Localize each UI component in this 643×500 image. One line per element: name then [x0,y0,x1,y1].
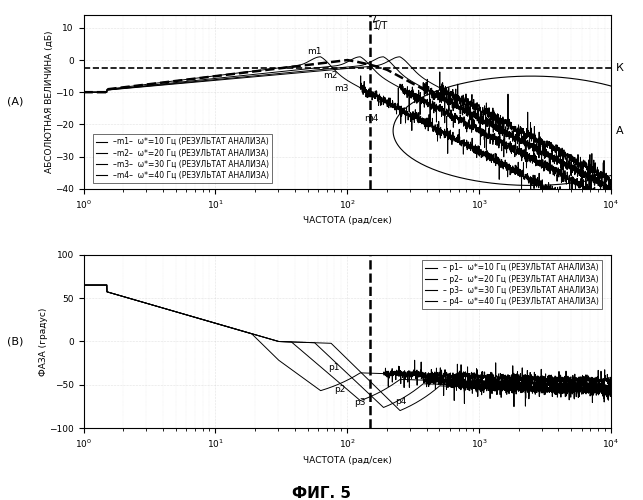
Text: m2: m2 [323,70,338,80]
Text: (А): (А) [7,97,23,107]
Text: m4: m4 [365,114,379,123]
Text: К: К [616,63,624,73]
Text: m3: m3 [334,84,349,92]
Text: ФИГ. 5: ФИГ. 5 [292,486,351,500]
Text: p2: p2 [334,385,346,394]
Legend: –m1–  ω*=10 Гц (РЕЗУЛЬТАТ АНАЛИЗА), –m2–  ω*=20 Гц (РЕЗУЛЬТАТ АНАЛИЗА), –m3–  ω*: –m1– ω*=10 Гц (РЕЗУЛЬТАТ АНАЛИЗА), –m2– … [93,134,273,183]
Text: А: А [616,126,624,136]
Text: m1: m1 [307,46,322,56]
Text: p1: p1 [329,363,340,372]
Text: 1/T: 1/T [373,22,388,32]
Text: p3: p3 [354,398,365,407]
Y-axis label: АБСОЛЮТНАЯ ВЕЛИЧИНА (дБ): АБСОЛЮТНАЯ ВЕЛИЧИНА (дБ) [44,30,53,173]
Text: (В): (В) [7,336,23,346]
Legend: – p1–  ω*=10 Гц (РЕЗУЛЬТАТ АНАЛИЗА), – p2–  ω*=20 Гц (РЕЗУЛЬТАТ АНАЛИЗА), – p3– : – p1– ω*=10 Гц (РЕЗУЛЬТАТ АНАЛИЗА), – p2… [422,260,602,309]
X-axis label: ЧАСТОТА (рад/сек): ЧАСТОТА (рад/сек) [303,216,392,226]
X-axis label: ЧАСТОТА (рад/сек): ЧАСТОТА (рад/сек) [303,456,392,465]
Text: p4: p4 [395,397,406,406]
Y-axis label: ФАЗА (градус): ФАЗА (градус) [39,308,48,376]
